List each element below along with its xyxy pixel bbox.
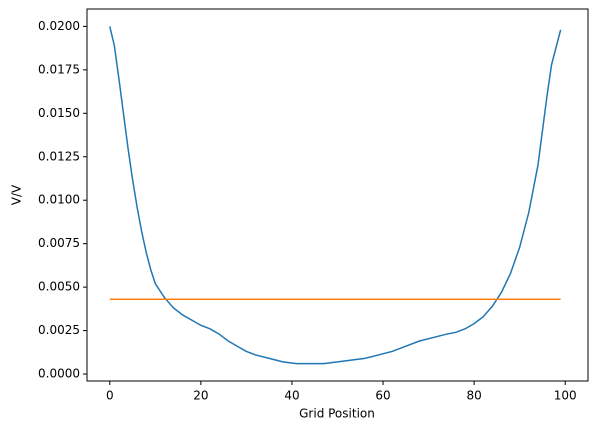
y-tick-label: 0.0150 (38, 106, 80, 120)
x-tick-label: 20 (193, 389, 208, 403)
x-tick-label: 80 (466, 389, 481, 403)
plot-frame (86, 8, 589, 382)
y-tick-label: 0.0000 (38, 367, 80, 381)
y-tick-label: 0.0025 (38, 323, 80, 337)
x-tick-label: 0 (106, 389, 114, 403)
line-series (109, 26, 562, 365)
x-tick-label: 40 (284, 389, 299, 403)
x-axis-label: Grid Position (299, 407, 375, 421)
y-tick-label: 0.0100 (38, 193, 80, 207)
x-tick-label: 100 (554, 389, 577, 403)
x-tick-label: 60 (375, 389, 390, 403)
y-tick-label: 0.0075 (38, 236, 80, 250)
y-tick-label: 0.0175 (38, 62, 80, 76)
y-axis-label: V/V (10, 184, 24, 205)
y-tick-label: 0.0200 (38, 19, 80, 33)
y-tick-label: 0.0050 (38, 280, 80, 294)
y-tick-label: 0.0125 (38, 149, 80, 163)
